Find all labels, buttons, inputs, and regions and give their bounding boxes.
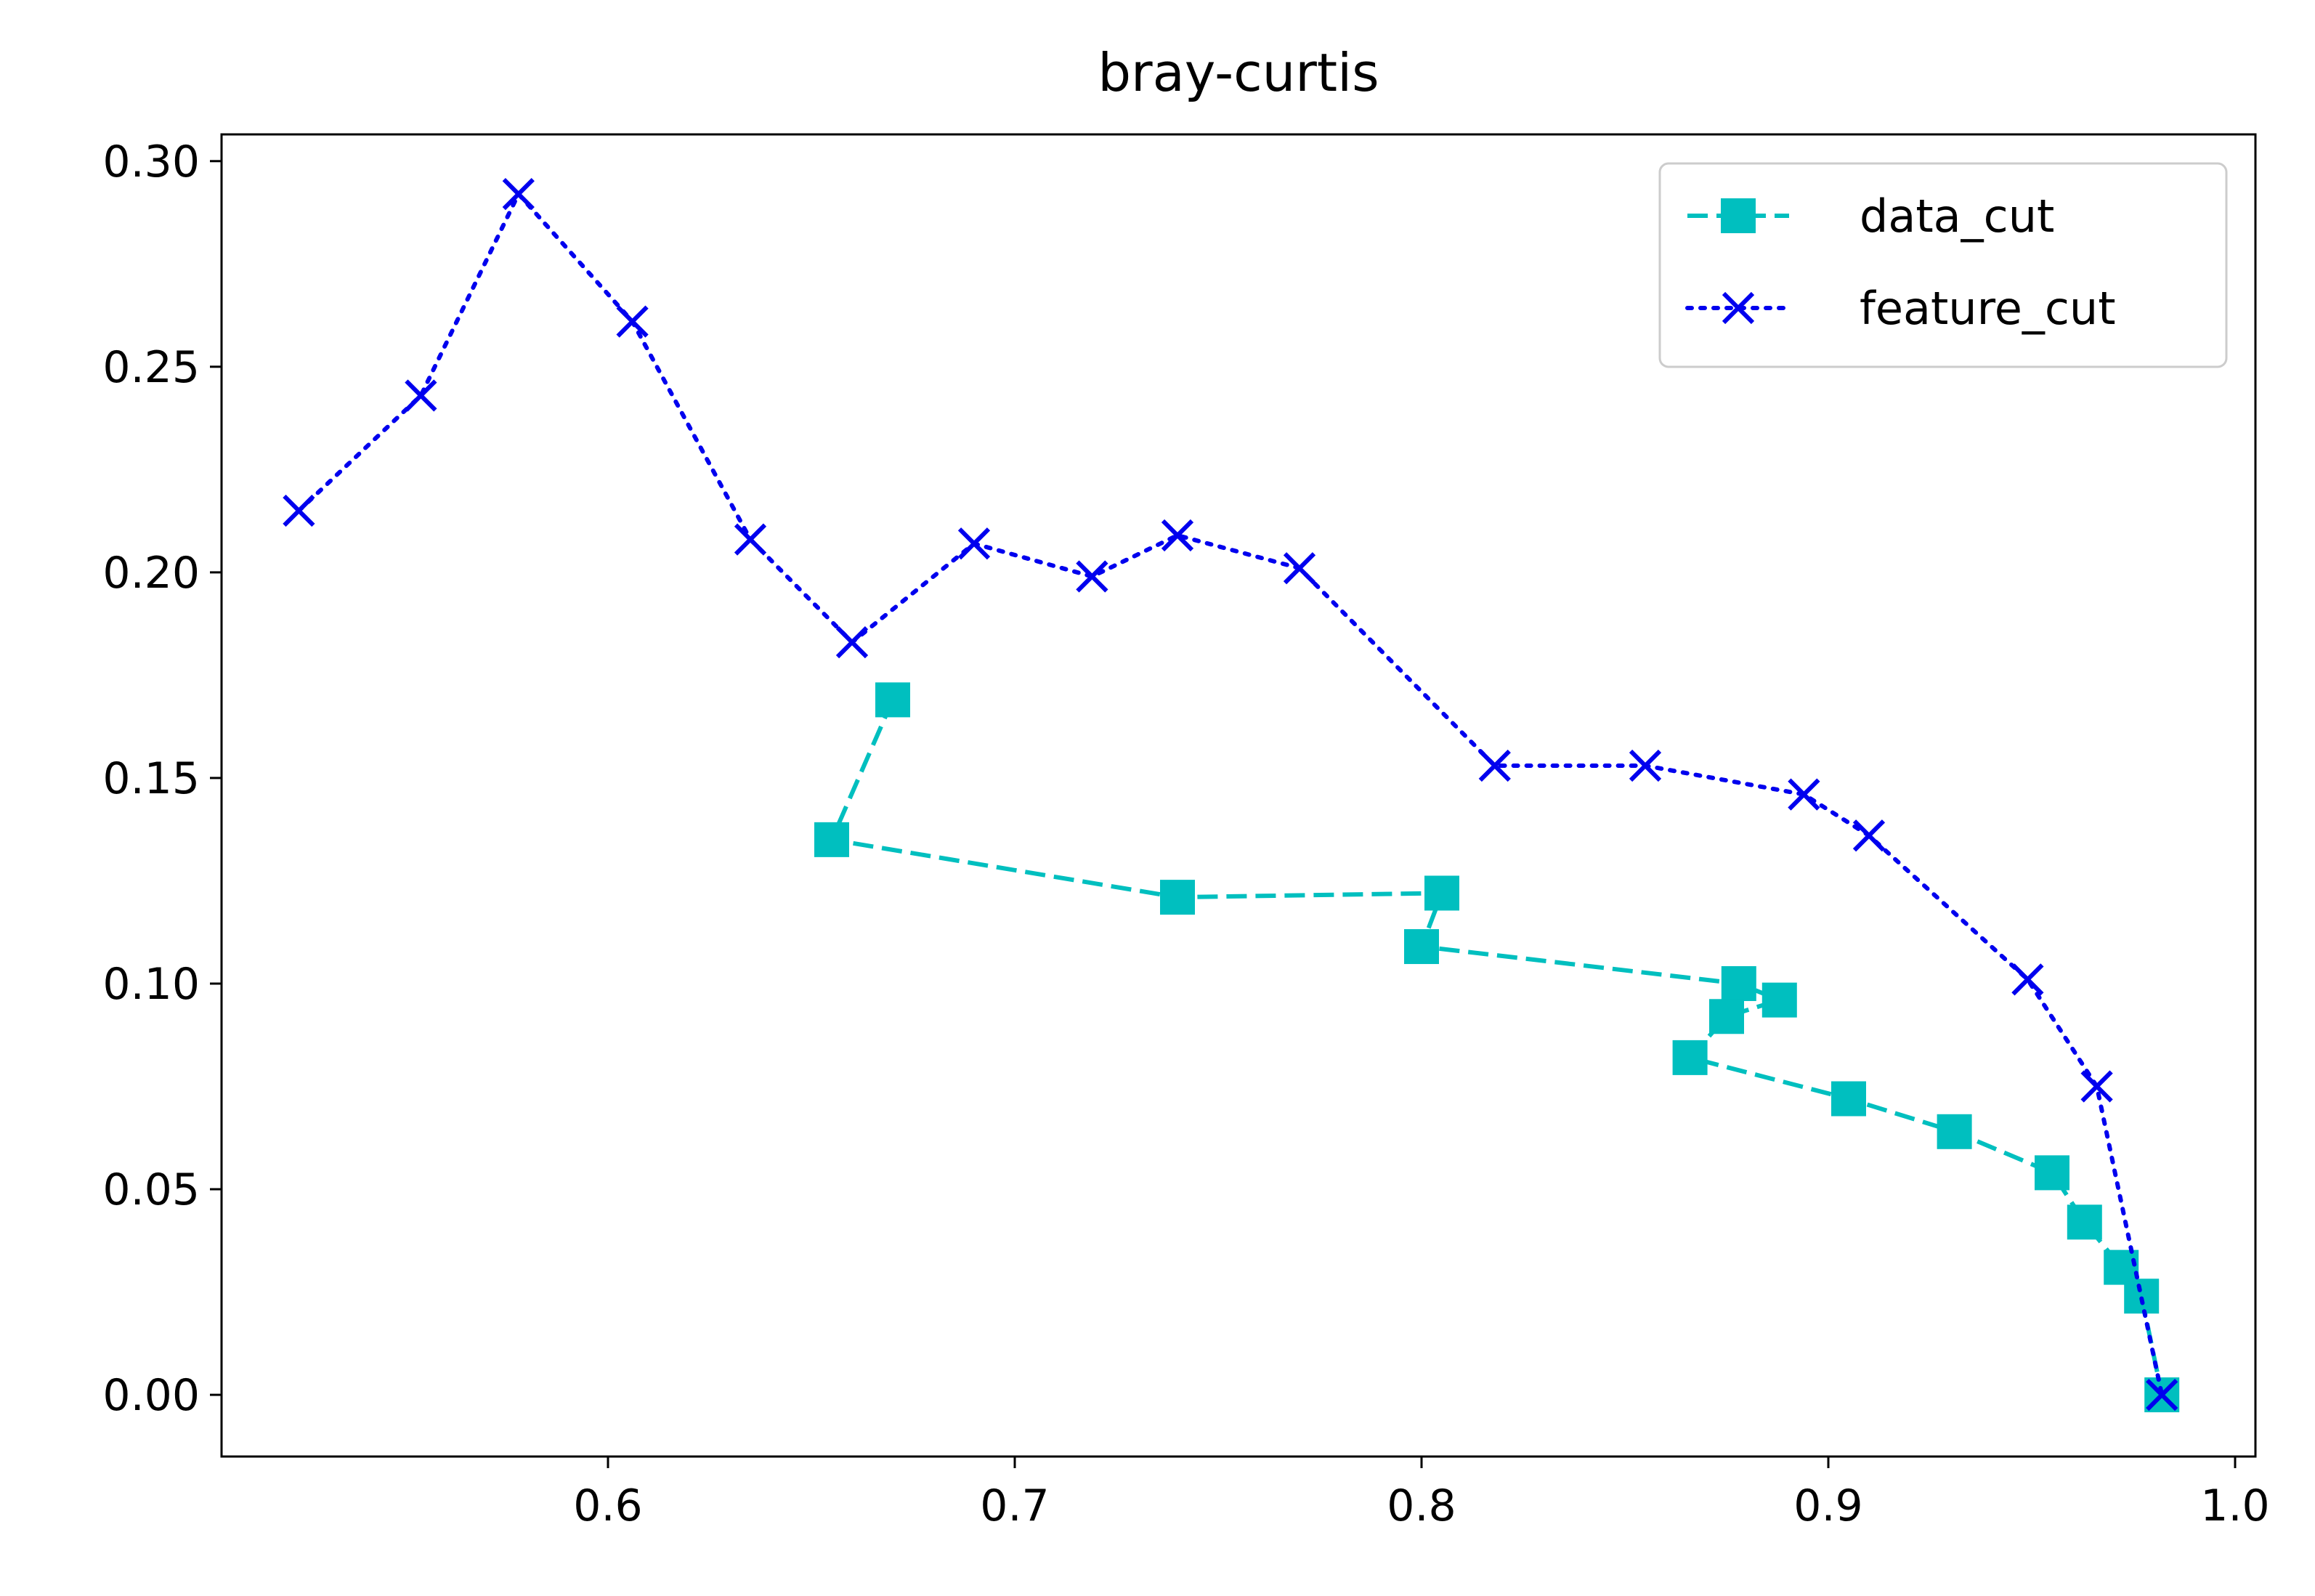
y-tick-label-5: 0.25 bbox=[102, 342, 200, 393]
data-point-feature_cut-11 bbox=[1629, 749, 1662, 782]
data-point-data_cut-6 bbox=[1761, 982, 1797, 1018]
data-point-feature_cut-3 bbox=[616, 305, 649, 338]
data-point-data_cut-2 bbox=[1160, 880, 1195, 915]
data-point-feature_cut-14 bbox=[2011, 963, 2044, 996]
x-tick-label-3: 0.9 bbox=[1793, 1480, 1862, 1531]
legend: data_cut feature_cut bbox=[1658, 162, 2228, 368]
chart-title: bray-curtis bbox=[1098, 42, 1379, 103]
y-tick-label-2: 0.10 bbox=[102, 959, 200, 1010]
data-point-data_cut-11 bbox=[2035, 1155, 2069, 1191]
data-point-data_cut-14 bbox=[2124, 1279, 2160, 1314]
y-tick-label-1: 0.05 bbox=[102, 1164, 200, 1215]
data-point-feature_cut-9 bbox=[1283, 552, 1316, 585]
x-tick-label-0: 0.6 bbox=[573, 1480, 642, 1531]
data-point-feature_cut-13 bbox=[1852, 819, 1886, 852]
data-point-data_cut-4 bbox=[1404, 929, 1439, 965]
data-point-data_cut-5 bbox=[1721, 965, 1756, 1001]
x-tick-label-1: 0.7 bbox=[980, 1480, 1049, 1531]
data-point-feature_cut-7 bbox=[1076, 560, 1108, 593]
data-point-data_cut-10 bbox=[1937, 1114, 1972, 1149]
data-point-feature_cut-15 bbox=[2080, 1070, 2113, 1103]
legend-box bbox=[1658, 162, 2228, 368]
legend-marker-feature_cut bbox=[1722, 291, 1755, 325]
legend-label-feature_cut: feature_cut bbox=[1860, 282, 2116, 335]
data-point-data_cut-8 bbox=[1672, 1040, 1708, 1075]
plot-area: 0.6 0.7 0.8 0.9 1.0 0.00 0.05 0.10 0.15 0.20 0.25 0… bbox=[102, 133, 2270, 1531]
data-point-feature_cut-10 bbox=[1478, 749, 1511, 782]
data-point-feature_cut-12 bbox=[1788, 778, 1820, 811]
data-point-feature_cut-4 bbox=[734, 523, 767, 556]
data-point-feature_cut-5 bbox=[835, 626, 869, 659]
data-point-feature_cut-8 bbox=[1161, 519, 1194, 552]
legend-marker-data_cut bbox=[1721, 198, 1756, 233]
x-tick-label-2: 0.8 bbox=[1387, 1480, 1456, 1531]
y-tick-label-4: 0.20 bbox=[102, 548, 200, 599]
data-point-feature_cut-2 bbox=[502, 177, 535, 211]
data-point-feature_cut-16 bbox=[2146, 1378, 2178, 1411]
data-point-data_cut-9 bbox=[1831, 1081, 1866, 1117]
axes-frame bbox=[220, 133, 2257, 1458]
x-tick-label-4: 1.0 bbox=[2200, 1480, 2269, 1531]
data-point-data_cut-3 bbox=[1424, 875, 1459, 911]
y-tick-label-3: 0.15 bbox=[102, 753, 200, 804]
data-point-data_cut-12 bbox=[2067, 1204, 2102, 1240]
data-point-feature_cut-1 bbox=[405, 379, 437, 412]
data-point-feature_cut-0 bbox=[283, 494, 315, 527]
data-point-data_cut-7 bbox=[1709, 999, 1744, 1034]
data-point-feature_cut-6 bbox=[957, 527, 991, 560]
y-tick-label-0: 0.00 bbox=[102, 1370, 200, 1421]
data-point-data_cut-1 bbox=[814, 822, 849, 857]
legend-label-data_cut: data_cut bbox=[1860, 190, 2054, 243]
y-tick-label-6: 0.30 bbox=[102, 137, 200, 187]
data-point-data_cut-0 bbox=[875, 682, 910, 718]
